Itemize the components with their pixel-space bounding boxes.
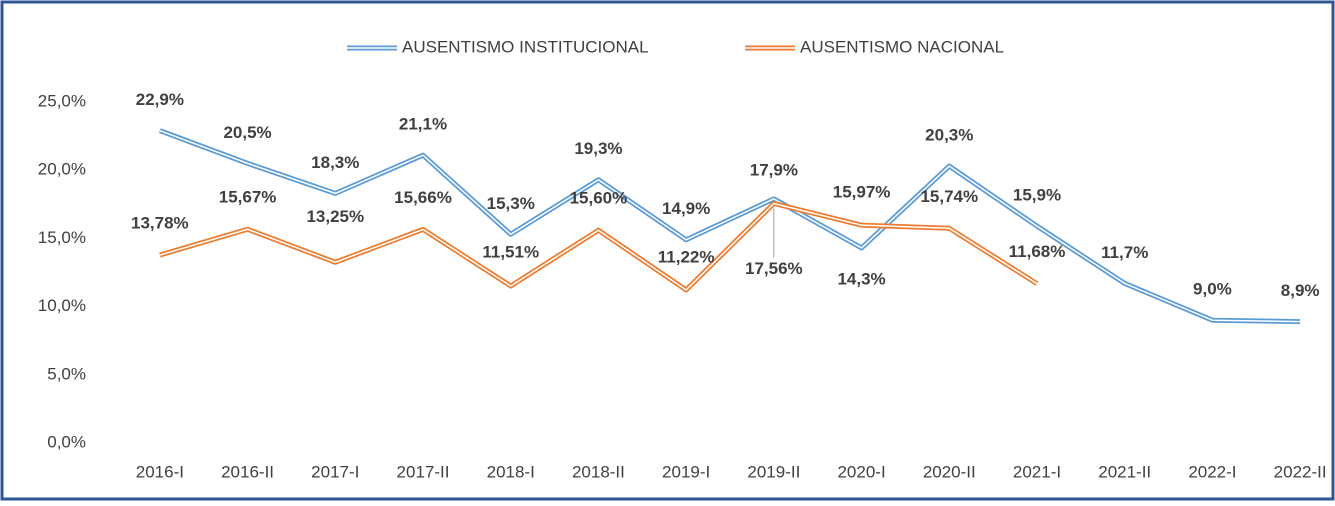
x-tick-label: 2022-I	[1188, 462, 1236, 481]
x-tick-label: 2018-II	[572, 462, 625, 481]
data-label: 14,9%	[662, 199, 710, 218]
line-inner	[159, 202, 1038, 291]
data-label: 9,0%	[1193, 280, 1232, 299]
x-tick-label: 2020-II	[923, 462, 976, 481]
x-tick-label: 2019-II	[747, 462, 800, 481]
y-tick-label: 5,0%	[47, 364, 86, 383]
data-label: 21,1%	[399, 115, 447, 134]
data-label: 14,3%	[837, 269, 885, 288]
y-tick-label: 0,0%	[47, 432, 86, 451]
y-tick-label: 20,0%	[38, 160, 86, 179]
data-label: 15,97%	[833, 183, 891, 202]
data-label: 15,3%	[487, 194, 535, 213]
data-label: 11,51%	[482, 242, 539, 261]
data-label: 19,3%	[574, 139, 622, 158]
data-label: 17,56%	[745, 259, 803, 278]
x-tick-label: 2021-II	[1098, 462, 1151, 481]
data-label: 13,25%	[306, 207, 364, 226]
x-tick-label: 2017-I	[311, 462, 359, 481]
data-label: 11,7%	[1101, 243, 1148, 262]
data-label: 15,66%	[394, 188, 452, 207]
y-tick-label: 25,0%	[38, 91, 86, 110]
x-tick-label: 2019-I	[662, 462, 710, 481]
data-label: 8,9%	[1281, 281, 1320, 300]
x-tick-label: 2021-I	[1013, 462, 1061, 481]
data-label: 22,9%	[136, 90, 184, 109]
x-tick-label: 2016-II	[221, 462, 274, 481]
x-tick-label: 2017-II	[397, 462, 450, 481]
data-label: 11,22%	[658, 247, 715, 266]
data-label: 20,5%	[223, 123, 271, 142]
data-label: 11,68%	[1009, 242, 1066, 261]
data-label: 20,3%	[925, 126, 973, 145]
data-label: 15,67%	[219, 188, 277, 207]
data-label: 18,3%	[311, 153, 359, 172]
y-tick-label: 15,0%	[38, 228, 86, 247]
x-tick-label: 2018-I	[487, 462, 535, 481]
x-tick-label: 2022-II	[1274, 462, 1327, 481]
data-label: 13,78%	[131, 214, 189, 233]
line-inner	[159, 129, 1301, 323]
legend-label: AUSENTISMO INSTITUCIONAL	[402, 37, 649, 56]
data-label: 15,74%	[920, 187, 978, 206]
y-tick-label: 10,0%	[38, 296, 86, 315]
data-label: 15,9%	[1013, 186, 1061, 205]
data-label: 17,9%	[750, 160, 798, 179]
data-label: 15,60%	[570, 189, 628, 208]
x-tick-label: 2016-I	[136, 462, 184, 481]
x-tick-label: 2020-I	[837, 462, 885, 481]
legend-label: AUSENTISMO NACIONAL	[800, 37, 1004, 56]
